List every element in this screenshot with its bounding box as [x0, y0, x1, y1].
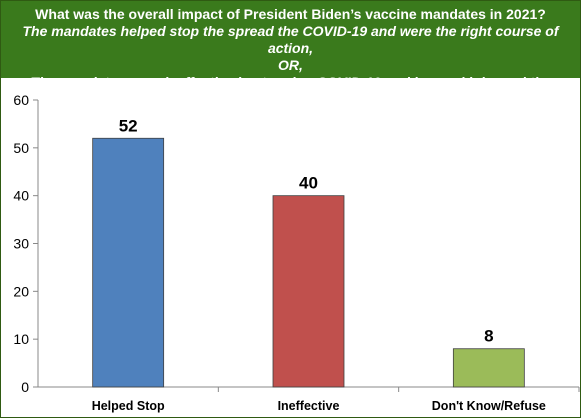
y-tick-label: 10 [13, 331, 29, 347]
y-tick-label: 30 [13, 236, 29, 252]
x-tick-label: Helped Stop [92, 399, 165, 413]
y-tick-label: 20 [13, 283, 29, 299]
x-tick-label: Don't Know/Refuse [432, 399, 546, 413]
data-label: 52 [119, 116, 138, 135]
y-tick-label: 40 [13, 188, 29, 204]
y-tick-label: 0 [21, 379, 29, 395]
bar [452, 348, 525, 388]
bar-chart: 0 10 20 30 40 50 60 52 Helped Stop 40 Ineffective 8… [13, 92, 580, 413]
data-label: 8 [484, 327, 493, 346]
y-tick-label: 60 [13, 92, 29, 108]
bar [92, 137, 165, 388]
separator-text: OR, [278, 57, 303, 73]
option-a-text: The mandates helped stop the spread the … [22, 23, 559, 56]
y-tick-label: 50 [13, 140, 29, 156]
x-tick-label: Ineffective [278, 399, 340, 413]
bar [272, 195, 345, 388]
question-header: What was the overall impact of President… [1, 1, 580, 107]
data-label: 40 [299, 174, 318, 193]
option-b-text: The mandates were ineffective in stoppin… [30, 74, 551, 107]
question-text: What was the overall impact of President… [35, 6, 546, 22]
